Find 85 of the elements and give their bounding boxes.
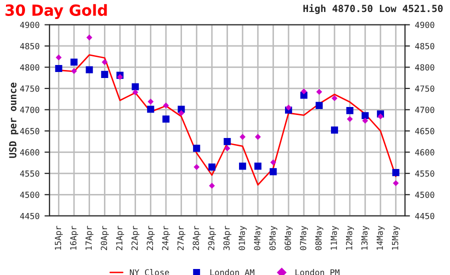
x-tick-label: 15May	[392, 226, 400, 250]
x-tick-label: 04May	[254, 226, 262, 250]
x-tick-label: 23Apr	[146, 226, 155, 250]
point	[56, 54, 62, 60]
x-tick-label: 12May	[346, 226, 354, 250]
y-tick-label: 4550	[20, 170, 40, 177]
y2-tick-label: 4500	[415, 192, 434, 198]
point	[330, 126, 338, 134]
point	[270, 168, 277, 176]
point	[239, 162, 246, 170]
y-tick-label: 4900	[20, 22, 40, 28]
y-axis-title: USD per ounce	[9, 82, 18, 158]
y2-tick-label: 4550	[415, 170, 434, 177]
y-tick-label: 4450	[20, 212, 40, 220]
y2-tick-label: 4600	[415, 149, 434, 156]
point	[392, 169, 400, 176]
point	[208, 163, 216, 171]
point	[254, 134, 261, 140]
point	[102, 59, 108, 66]
y-tick-label: 4850	[20, 42, 40, 50]
x-tick-label: 06May	[284, 226, 293, 250]
y2-tick-label: 4450	[415, 212, 434, 220]
chart-title: 30 Day Gold	[6, 4, 107, 20]
point	[362, 118, 368, 124]
x-tick-label: 13May	[361, 226, 370, 250]
x-tick-label: 29Apr	[208, 226, 216, 250]
point	[147, 106, 154, 113]
y2-tick-label: 4750	[415, 85, 434, 92]
y2-tick-label: 4850	[415, 42, 434, 50]
y2-tick-label: 4700	[415, 106, 434, 113]
point	[194, 164, 200, 170]
point	[162, 115, 170, 123]
point	[332, 95, 338, 102]
x-tick-label: 27Apr	[177, 226, 186, 250]
point	[163, 102, 169, 108]
y-tick-label: 4600	[20, 149, 40, 156]
point	[132, 89, 138, 96]
point	[224, 145, 230, 152]
point	[286, 104, 292, 111]
point	[132, 83, 139, 90]
point	[254, 162, 262, 170]
x-tick-label: 08May	[315, 226, 324, 250]
point	[71, 68, 77, 74]
point	[55, 64, 62, 72]
point	[193, 144, 200, 152]
x-tick-label: 01May	[238, 226, 247, 250]
point	[300, 88, 307, 94]
point	[101, 70, 108, 78]
point	[362, 112, 369, 120]
y-tick-label: 4700	[20, 106, 40, 113]
y-tick-label: 4500	[20, 192, 40, 198]
point	[392, 180, 399, 186]
point	[346, 107, 354, 114]
x-tick-label: 30Apr	[223, 226, 232, 250]
x-tick-label: 15Apr	[54, 226, 63, 250]
x-tick-label: 05May	[269, 226, 278, 250]
y-tick-label: 4800	[20, 64, 40, 71]
point	[148, 98, 154, 105]
x-tick-label: 20Apr	[100, 226, 109, 250]
point	[240, 134, 246, 140]
point	[316, 102, 323, 109]
point	[270, 159, 276, 166]
point	[86, 34, 92, 40]
point	[86, 66, 93, 74]
point	[70, 58, 78, 66]
x-tick-label: 16Apr	[70, 226, 78, 250]
y-tick-label: 4650	[20, 128, 40, 134]
x-tick-label: 17Apr	[86, 226, 94, 250]
x-tick-label: 21Apr	[116, 226, 124, 250]
x-tick-label: 07May	[300, 226, 308, 250]
point	[346, 116, 353, 122]
y2-tick-label: 4650	[415, 128, 434, 134]
point	[178, 110, 184, 116]
x-tick-label: 22Apr	[131, 226, 140, 250]
point	[224, 138, 231, 146]
x-tick-label: 28Apr	[192, 226, 201, 250]
x-tick-label: 11May	[330, 226, 339, 250]
chart-subtitle: High 4870.50 Low 4521.50	[303, 4, 443, 14]
point	[316, 88, 322, 95]
x-tick-label: 14May	[376, 226, 385, 250]
y-tick-label: 4750	[20, 85, 40, 92]
y2-tick-label: 4800	[415, 64, 434, 71]
x-tick-label: 24Apr	[162, 226, 170, 250]
point	[208, 182, 215, 189]
y2-tick-label: 4900	[415, 22, 434, 28]
